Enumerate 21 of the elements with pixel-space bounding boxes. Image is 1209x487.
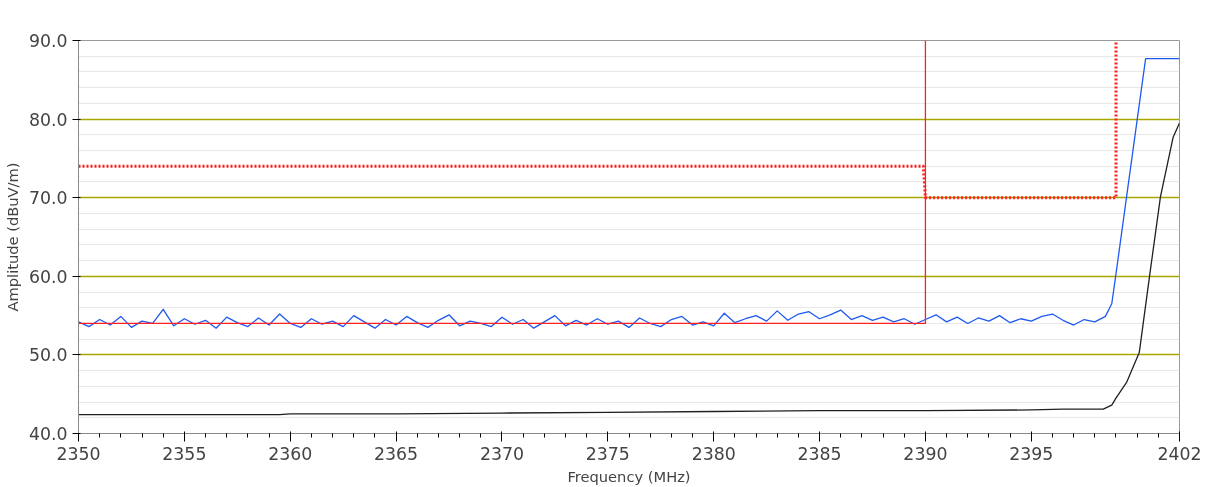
y-tick-label: 70.0 bbox=[28, 188, 68, 209]
y-tick-label: 90.0 bbox=[28, 31, 68, 51]
x-tick-label: 2395 bbox=[1009, 443, 1054, 464]
y-tick-label: 60.0 bbox=[28, 266, 68, 287]
y-axis-title: Amplitude (dBuV/m) bbox=[3, 162, 21, 312]
x-axis-title: Frequency (MHz) bbox=[567, 467, 691, 485]
x-tick-label: 2402 bbox=[1157, 443, 1202, 464]
x-tick-label: 2360 bbox=[268, 443, 313, 464]
y-tick-label: 80.0 bbox=[28, 109, 68, 130]
y-tick-label: 40.0 bbox=[28, 424, 68, 444]
x-tick-label: 2380 bbox=[691, 443, 736, 464]
x-tick-label: 2350 bbox=[56, 443, 101, 464]
line-series bbox=[78, 57, 1180, 329]
x-tick-label: 2355 bbox=[162, 443, 207, 464]
x-tick-label: 2385 bbox=[797, 443, 842, 464]
x-tick-label: 2390 bbox=[903, 443, 948, 464]
x-tick-label: 2375 bbox=[585, 443, 630, 464]
x-tick-label: 2365 bbox=[374, 443, 419, 464]
y-tick-label: 50.0 bbox=[28, 345, 68, 366]
line-series bbox=[78, 122, 1180, 416]
x-tick-label: 2370 bbox=[479, 443, 525, 464]
